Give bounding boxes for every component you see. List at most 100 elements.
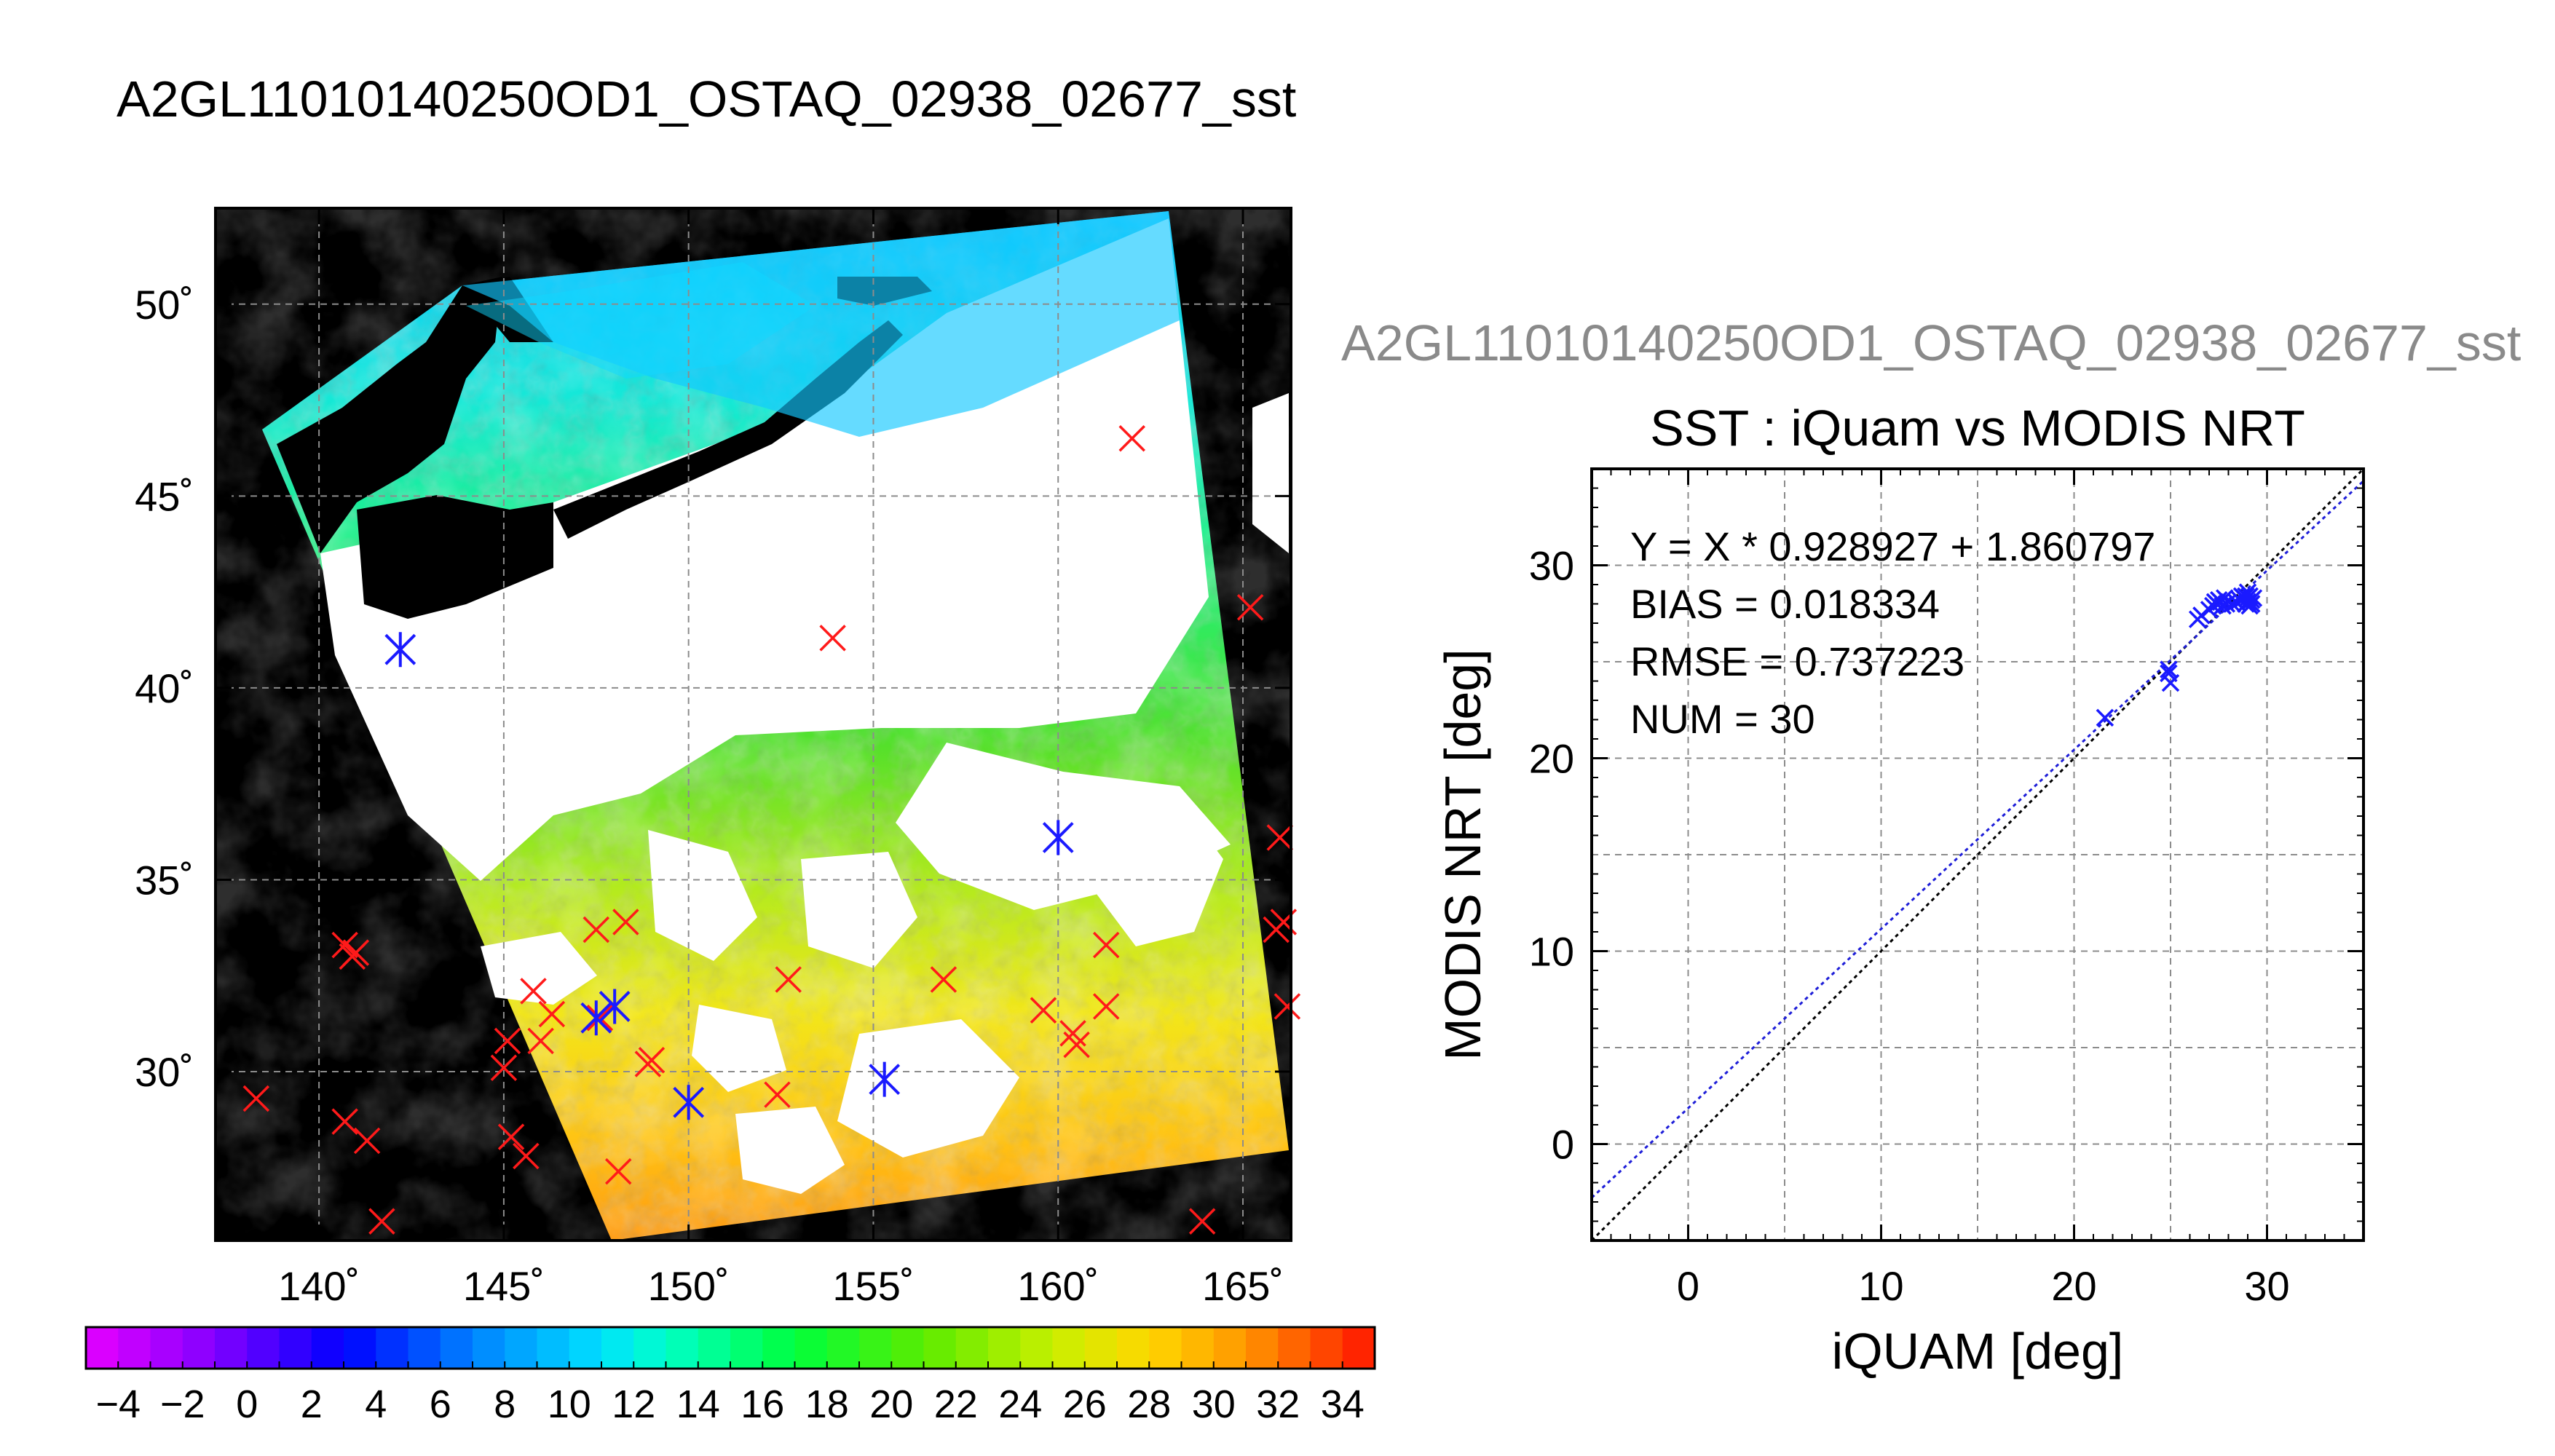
colorbar-label: 2 [301, 1382, 323, 1426]
map-matchup-used-marker [599, 989, 631, 1024]
map-matchup-marker [1092, 931, 1120, 959]
map-matchups-blue [384, 632, 1074, 1120]
map-matchup-marker [612, 909, 639, 935]
colorbar-swatch [376, 1327, 409, 1369]
colorbar-swatch [633, 1327, 667, 1369]
colorbar-swatch [408, 1327, 441, 1369]
colorbar-label: 26 [1063, 1382, 1107, 1426]
scatter-point [2243, 595, 2261, 613]
scatter-point [2192, 606, 2211, 625]
colorbar-swatch [440, 1327, 473, 1369]
map-matchup-marker [331, 1108, 358, 1135]
map-matchup-marker [1266, 824, 1294, 851]
colorbar-label: 10 [548, 1382, 591, 1426]
colorbar-swatch [86, 1327, 119, 1369]
colorbar-swatch [859, 1327, 892, 1369]
colorbar-label: 6 [430, 1382, 451, 1426]
scatter-point [2232, 587, 2251, 606]
colorbar-label: −4 [95, 1382, 141, 1426]
colorbar-swatch [955, 1327, 989, 1369]
colorbar-swatch [1181, 1327, 1215, 1369]
colorbar-swatch [730, 1327, 763, 1369]
map-matchup-marker [930, 966, 957, 993]
map-x-axis: 140˚ 145˚ 150˚ 155˚ 160˚ 165˚ [278, 208, 1284, 1309]
map-matchup-marker [1118, 425, 1145, 452]
map-matchup-marker [1063, 1031, 1090, 1059]
map-grid [216, 208, 1291, 1241]
colorbar-swatch [1020, 1327, 1054, 1369]
colorbar-swatch [1310, 1327, 1343, 1369]
map-matchup-marker [586, 1005, 614, 1032]
colorbar-label: 22 [934, 1382, 978, 1426]
map-matchup-marker [497, 1123, 525, 1150]
map-matchup-marker [1030, 997, 1057, 1024]
map-matchup-marker [368, 1208, 395, 1235]
scatter-point [2161, 673, 2180, 692]
northern-cold-water [462, 211, 1180, 437]
colorbar-label: 18 [805, 1382, 849, 1426]
colorbar-swatch [1213, 1327, 1247, 1369]
colorbar-swatch [311, 1327, 344, 1369]
colorbar-swatch [1052, 1327, 1086, 1369]
scatter-frame [1590, 467, 2365, 1242]
map-x-tick-label: 165˚ [1202, 1263, 1284, 1309]
scatter-point [2215, 589, 2234, 607]
colorbar-swatch [1149, 1327, 1182, 1369]
colorbar-swatch [247, 1327, 280, 1369]
map-matchup-marker [764, 1081, 791, 1108]
map-matchup-marker [520, 978, 547, 1005]
map-x-tick-label: 140˚ [278, 1263, 360, 1309]
colorbar-swatch [537, 1327, 570, 1369]
map-matchup-marker [1092, 993, 1120, 1020]
colorbar-swatch [1117, 1327, 1150, 1369]
map-matchup-used-marker [580, 1000, 612, 1036]
scatter-title: SST : iQuam vs MODIS NRT [1650, 400, 2305, 456]
map-matchup-used-marker [384, 632, 416, 668]
map-matchup-marker [353, 1127, 381, 1155]
colorbar-swatch [601, 1327, 634, 1369]
colorbar-swatch [569, 1327, 602, 1369]
scatter-x-tick-label: 10 [1858, 1263, 1903, 1309]
map-matchup-marker [819, 625, 846, 652]
scatter-points [2096, 583, 2263, 727]
map-y-tick-label: 35˚ [135, 857, 194, 903]
scatter-grid [1592, 469, 2364, 1241]
scatter-stat-line: BIAS = 0.018334 [1630, 581, 1940, 627]
colorbar-label: 12 [612, 1382, 655, 1426]
scatter-y-label: MODIS NRT [deg] [1434, 649, 1491, 1060]
map-matchup-used-marker [869, 1061, 901, 1097]
colorbar-swatch [1342, 1327, 1375, 1369]
colorbar-swatch [891, 1327, 925, 1369]
map-matchup-marker [1236, 593, 1264, 621]
colorbar-swatch [1278, 1327, 1311, 1369]
scatter-x-tick-label: 20 [2051, 1263, 2096, 1309]
map-matchup-marker [513, 1142, 540, 1170]
scatter-point [2096, 708, 2114, 727]
map-matchup-marker [342, 939, 370, 966]
colorbar-swatch [1084, 1327, 1118, 1369]
map-matchup-used-marker [673, 1085, 705, 1120]
scatter-stat-line: NUM = 30 [1630, 696, 1815, 742]
map-matchup-marker [331, 931, 358, 959]
colorbar-swatch [1246, 1327, 1279, 1369]
map-matchup-marker [775, 966, 802, 993]
colorbar-label: 28 [1127, 1382, 1171, 1426]
scatter-stat-line: RMSE = 0.737223 [1630, 638, 1964, 684]
okhotsk-cold-water [466, 262, 816, 379]
regression-line [1592, 480, 2364, 1199]
map-matchup-used-marker [1042, 820, 1074, 855]
colorbar-label: 8 [494, 1382, 516, 1426]
scatter-y-tick-label: 0 [1552, 1122, 1574, 1168]
scatter-y-axis: 0 10 20 30 [1529, 543, 2364, 1168]
colorbar-swatch [215, 1327, 248, 1369]
map-matchup-marker [242, 1085, 270, 1112]
colorbar-label: 24 [998, 1382, 1042, 1426]
scatter-x-axis: 0 10 20 30 [1677, 469, 2290, 1309]
map-x-tick-label: 150˚ [648, 1263, 730, 1309]
colorbar-swatch [988, 1327, 1021, 1369]
colorbar-swatch [279, 1327, 312, 1369]
map-y-tick-label: 45˚ [135, 473, 194, 519]
sst-map-panel: 140˚ 145˚ 150˚ 155˚ 160˚ 165˚ 30˚ 35˚ 40˚ 45˚ 50˚ [135, 207, 1301, 1309]
map-y-tick-label: 50˚ [135, 282, 194, 328]
colorbar-swatch [826, 1327, 860, 1369]
